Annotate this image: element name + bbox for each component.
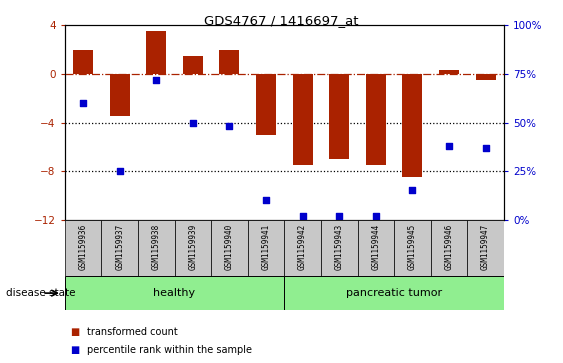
Text: ■: ■ bbox=[70, 327, 79, 337]
Text: GSM1159946: GSM1159946 bbox=[445, 224, 453, 270]
Bar bbox=[65, 276, 284, 310]
Text: GSM1159943: GSM1159943 bbox=[335, 224, 343, 270]
Text: GSM1159938: GSM1159938 bbox=[152, 224, 160, 270]
Bar bbox=[329, 74, 349, 159]
Point bbox=[408, 188, 417, 193]
Text: GSM1159947: GSM1159947 bbox=[481, 224, 490, 270]
Bar bbox=[431, 220, 467, 276]
Bar bbox=[65, 220, 101, 276]
Bar bbox=[73, 50, 93, 74]
Bar bbox=[175, 220, 211, 276]
Text: transformed count: transformed count bbox=[87, 327, 178, 337]
Text: GDS4767 / 1416697_at: GDS4767 / 1416697_at bbox=[204, 15, 359, 28]
Text: pancreatic tumor: pancreatic tumor bbox=[346, 288, 442, 298]
Point bbox=[334, 213, 343, 219]
Point bbox=[481, 145, 490, 151]
Text: GSM1159937: GSM1159937 bbox=[115, 224, 124, 270]
Bar bbox=[439, 70, 459, 74]
Bar bbox=[284, 220, 321, 276]
Text: GSM1159940: GSM1159940 bbox=[225, 224, 234, 270]
Point bbox=[152, 77, 161, 83]
Point bbox=[115, 168, 124, 174]
Point bbox=[372, 213, 381, 219]
Bar bbox=[248, 220, 284, 276]
Text: GSM1159944: GSM1159944 bbox=[372, 224, 380, 270]
Text: GSM1159936: GSM1159936 bbox=[79, 224, 87, 270]
Point bbox=[298, 213, 307, 219]
Text: healthy: healthy bbox=[154, 288, 195, 298]
Bar bbox=[467, 220, 504, 276]
Bar bbox=[110, 74, 129, 117]
Text: GSM1159942: GSM1159942 bbox=[298, 224, 307, 270]
Text: disease state: disease state bbox=[6, 288, 75, 298]
Bar bbox=[138, 220, 175, 276]
Bar bbox=[101, 220, 138, 276]
Point bbox=[445, 143, 454, 149]
Text: GSM1159945: GSM1159945 bbox=[408, 224, 417, 270]
Point bbox=[79, 100, 88, 106]
Bar bbox=[366, 74, 386, 165]
Bar bbox=[256, 74, 276, 135]
Bar bbox=[403, 74, 422, 177]
Bar bbox=[146, 32, 166, 74]
Bar bbox=[394, 220, 431, 276]
Text: ■: ■ bbox=[70, 345, 79, 355]
Text: GSM1159941: GSM1159941 bbox=[262, 224, 270, 270]
Bar bbox=[293, 74, 312, 165]
Text: GSM1159939: GSM1159939 bbox=[189, 224, 197, 270]
Point bbox=[188, 119, 197, 125]
Bar bbox=[358, 220, 394, 276]
Bar bbox=[183, 56, 203, 74]
Bar bbox=[321, 220, 358, 276]
Point bbox=[261, 197, 270, 203]
Bar bbox=[476, 74, 495, 80]
Bar bbox=[284, 276, 504, 310]
Text: percentile rank within the sample: percentile rank within the sample bbox=[87, 345, 252, 355]
Bar bbox=[211, 220, 248, 276]
Point bbox=[225, 123, 234, 129]
Bar bbox=[220, 50, 239, 74]
